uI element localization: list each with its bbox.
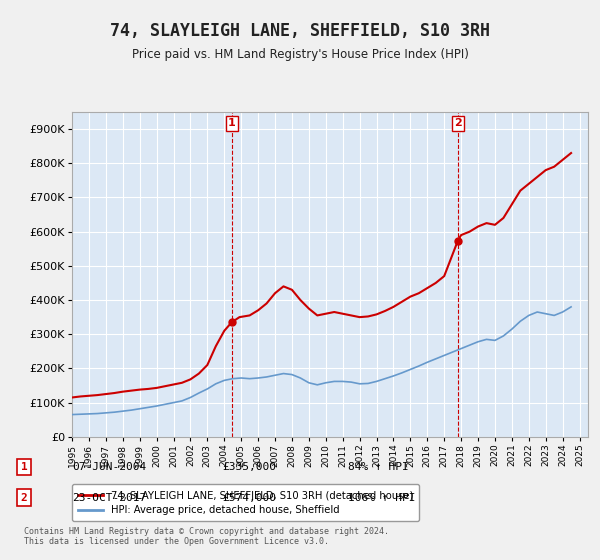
Text: 07-JUN-2004: 07-JUN-2004 xyxy=(72,462,146,472)
Text: 1: 1 xyxy=(228,119,236,128)
Text: 74, SLAYLEIGH LANE, SHEFFIELD, S10 3RH: 74, SLAYLEIGH LANE, SHEFFIELD, S10 3RH xyxy=(110,22,490,40)
Text: 2: 2 xyxy=(20,493,28,503)
Text: £335,000: £335,000 xyxy=(222,462,276,472)
Text: £574,000: £574,000 xyxy=(222,493,276,503)
Text: 2: 2 xyxy=(454,119,462,128)
Text: 84% ↑ HPI: 84% ↑ HPI xyxy=(348,462,409,472)
Text: Price paid vs. HM Land Registry's House Price Index (HPI): Price paid vs. HM Land Registry's House … xyxy=(131,48,469,60)
Text: Contains HM Land Registry data © Crown copyright and database right 2024.
This d: Contains HM Land Registry data © Crown c… xyxy=(24,526,389,546)
Text: 106% ↑ HPI: 106% ↑ HPI xyxy=(348,493,415,503)
Text: 23-OCT-2017: 23-OCT-2017 xyxy=(72,493,146,503)
Text: 1: 1 xyxy=(20,462,28,472)
Legend: 74, SLAYLEIGH LANE, SHEFFIELD, S10 3RH (detached house), HPI: Average price, det: 74, SLAYLEIGH LANE, SHEFFIELD, S10 3RH (… xyxy=(72,484,419,521)
